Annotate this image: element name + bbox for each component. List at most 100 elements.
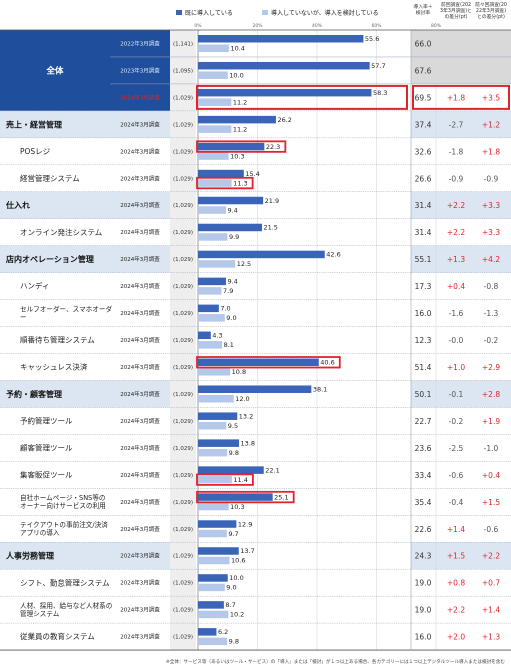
diff-prev-value: +1.0 [447,363,465,372]
sample-size: (1,029) [173,149,193,155]
total-value: 67.6 [415,66,432,75]
category-label: 売上・経営管理 [6,119,62,129]
group-band-right [411,110,511,138]
value-label-considering: 10.0 [229,71,243,79]
header-diff-prev2: 22年3月調査) [476,7,506,14]
diff-prev2-value: -0.6 [484,525,499,534]
bar-adopted [198,628,217,636]
tick-label: 80% [431,23,442,29]
survey-label: 2022年3月調査 [120,39,160,47]
total-value: 33.4 [415,471,432,480]
survey-label: 2024年3月調査 [120,228,160,236]
diff-prev-value: +2.2 [447,201,465,210]
bar-considering [198,583,225,592]
survey-label: 2024年3月調査 [120,309,160,317]
bar-adopted [198,466,264,474]
tick-label: 60% [371,23,382,29]
category-label: 顧客管理ツール [20,443,73,453]
sample-size: (1,029) [173,554,193,560]
survey-label: 2024年3月調査 [120,417,160,425]
diff-prev-value: +2.2 [447,228,465,237]
legend-swatch-adopted [176,10,182,15]
footnote: ※全体：サービス等（あるいはツール・サービス）の「導入」または「検討」が１つ以上… [166,658,506,665]
group-band [0,110,196,138]
highlight-box [196,473,254,486]
diff-prev-value: +0.4 [447,282,465,291]
value-label-adopted: 58.3 [373,89,387,97]
diff-prev2-value: +2.9 [482,363,500,372]
sample-size: (1,029) [173,176,193,182]
bar-considering [198,637,228,646]
survey-label: 2024年3月調査 [120,633,160,641]
survey-label: 2023年3月調査 [120,66,160,74]
value-label-adopted: 10.0 [229,574,243,582]
diff-prev2-value: +0.4 [482,471,500,480]
diff-prev2-value: +3.3 [482,228,500,237]
highlight-box [196,84,408,110]
survey-label: 2024年3月調査 [120,93,160,101]
header-diff-prev: の差分(pt) [444,13,467,20]
survey-label: 2024年3月調査 [120,444,160,452]
diff-prev-value: -2.5 [449,444,464,453]
category-label: セルフオーダー、スマホオーダ [20,304,112,313]
bar-adopted [198,574,228,582]
value-label-considering: 9.8 [229,638,239,646]
tick-label: 20% [252,23,263,29]
value-label-adopted: 12.9 [238,520,252,528]
sample-size: (1,029) [173,608,193,614]
value-label-considering: 10.2 [230,611,244,619]
group-band-right [411,380,511,408]
group-band-right [411,245,511,273]
survey-label: 2024年3月調査 [120,363,160,371]
sample-size: (1,029) [173,365,193,371]
category-label: POSレジ [20,147,51,156]
bar-considering [198,341,223,349]
bar-adopted [198,61,370,70]
total-value: 19.0 [415,579,432,588]
diff-prev2-value: +3.3 [482,201,500,210]
diff-prev-value: +1.3 [447,255,465,264]
sample-size: (1,029) [173,635,193,641]
value-label-adopted: 40.6 [320,359,334,367]
bar-adopted [198,385,312,393]
group-band [0,191,196,219]
category-label: 経営管理システム [20,173,80,183]
sample-size: (1,029) [173,230,193,236]
value-label-adopted: 26.2 [277,116,291,124]
category-label: 店内オペレーション管理 [6,254,94,264]
diff-prev2-value: -0.9 [484,174,499,183]
survey-label: 2024年3月調査 [120,282,160,290]
value-label-adopted: 42.6 [326,251,340,259]
legend-swatch-considering [262,10,268,15]
survey-label: 2024年3月調査 [120,525,160,533]
bar-considering [198,287,222,295]
bar-adopted [198,35,364,43]
bar-adopted [198,115,276,124]
sample-size: (1,029) [173,257,193,263]
sample-size: (1,029) [173,446,193,452]
bar-considering [198,260,236,268]
value-label-adopted: 8.7 [225,601,235,609]
bar-considering [198,71,228,79]
value-label-considering: 9.9 [229,233,239,241]
bar-considering [198,368,231,376]
header-diff-prev: 3年3月調査)と [440,7,472,14]
value-label-considering: 10.3 [230,152,244,160]
diff-prev2-value: +2.8 [482,390,500,399]
header-diff-prev2: との差分(pt) [477,13,505,20]
value-label-considering: 7.9 [223,287,233,295]
bar-adopted [198,223,262,232]
total-value: 24.3 [415,552,432,561]
total-value: 37.4 [415,120,432,129]
legend-label-adopted: 既に導入している [185,9,233,17]
category-label: オーナー向けサービスの利用 [20,501,106,510]
sample-size: (1,029) [173,311,193,317]
legend-label-considering: 導入していないが、導入を検討している [271,9,379,17]
bar-considering [198,475,232,484]
value-label-considering: 9.4 [227,206,237,214]
group-band-right [411,542,511,570]
survey-label: 2024年3月調査 [120,255,160,263]
value-label-considering: 11.2 [233,98,247,106]
bar-considering [198,610,229,619]
value-label-adopted: 22.3 [266,143,280,151]
